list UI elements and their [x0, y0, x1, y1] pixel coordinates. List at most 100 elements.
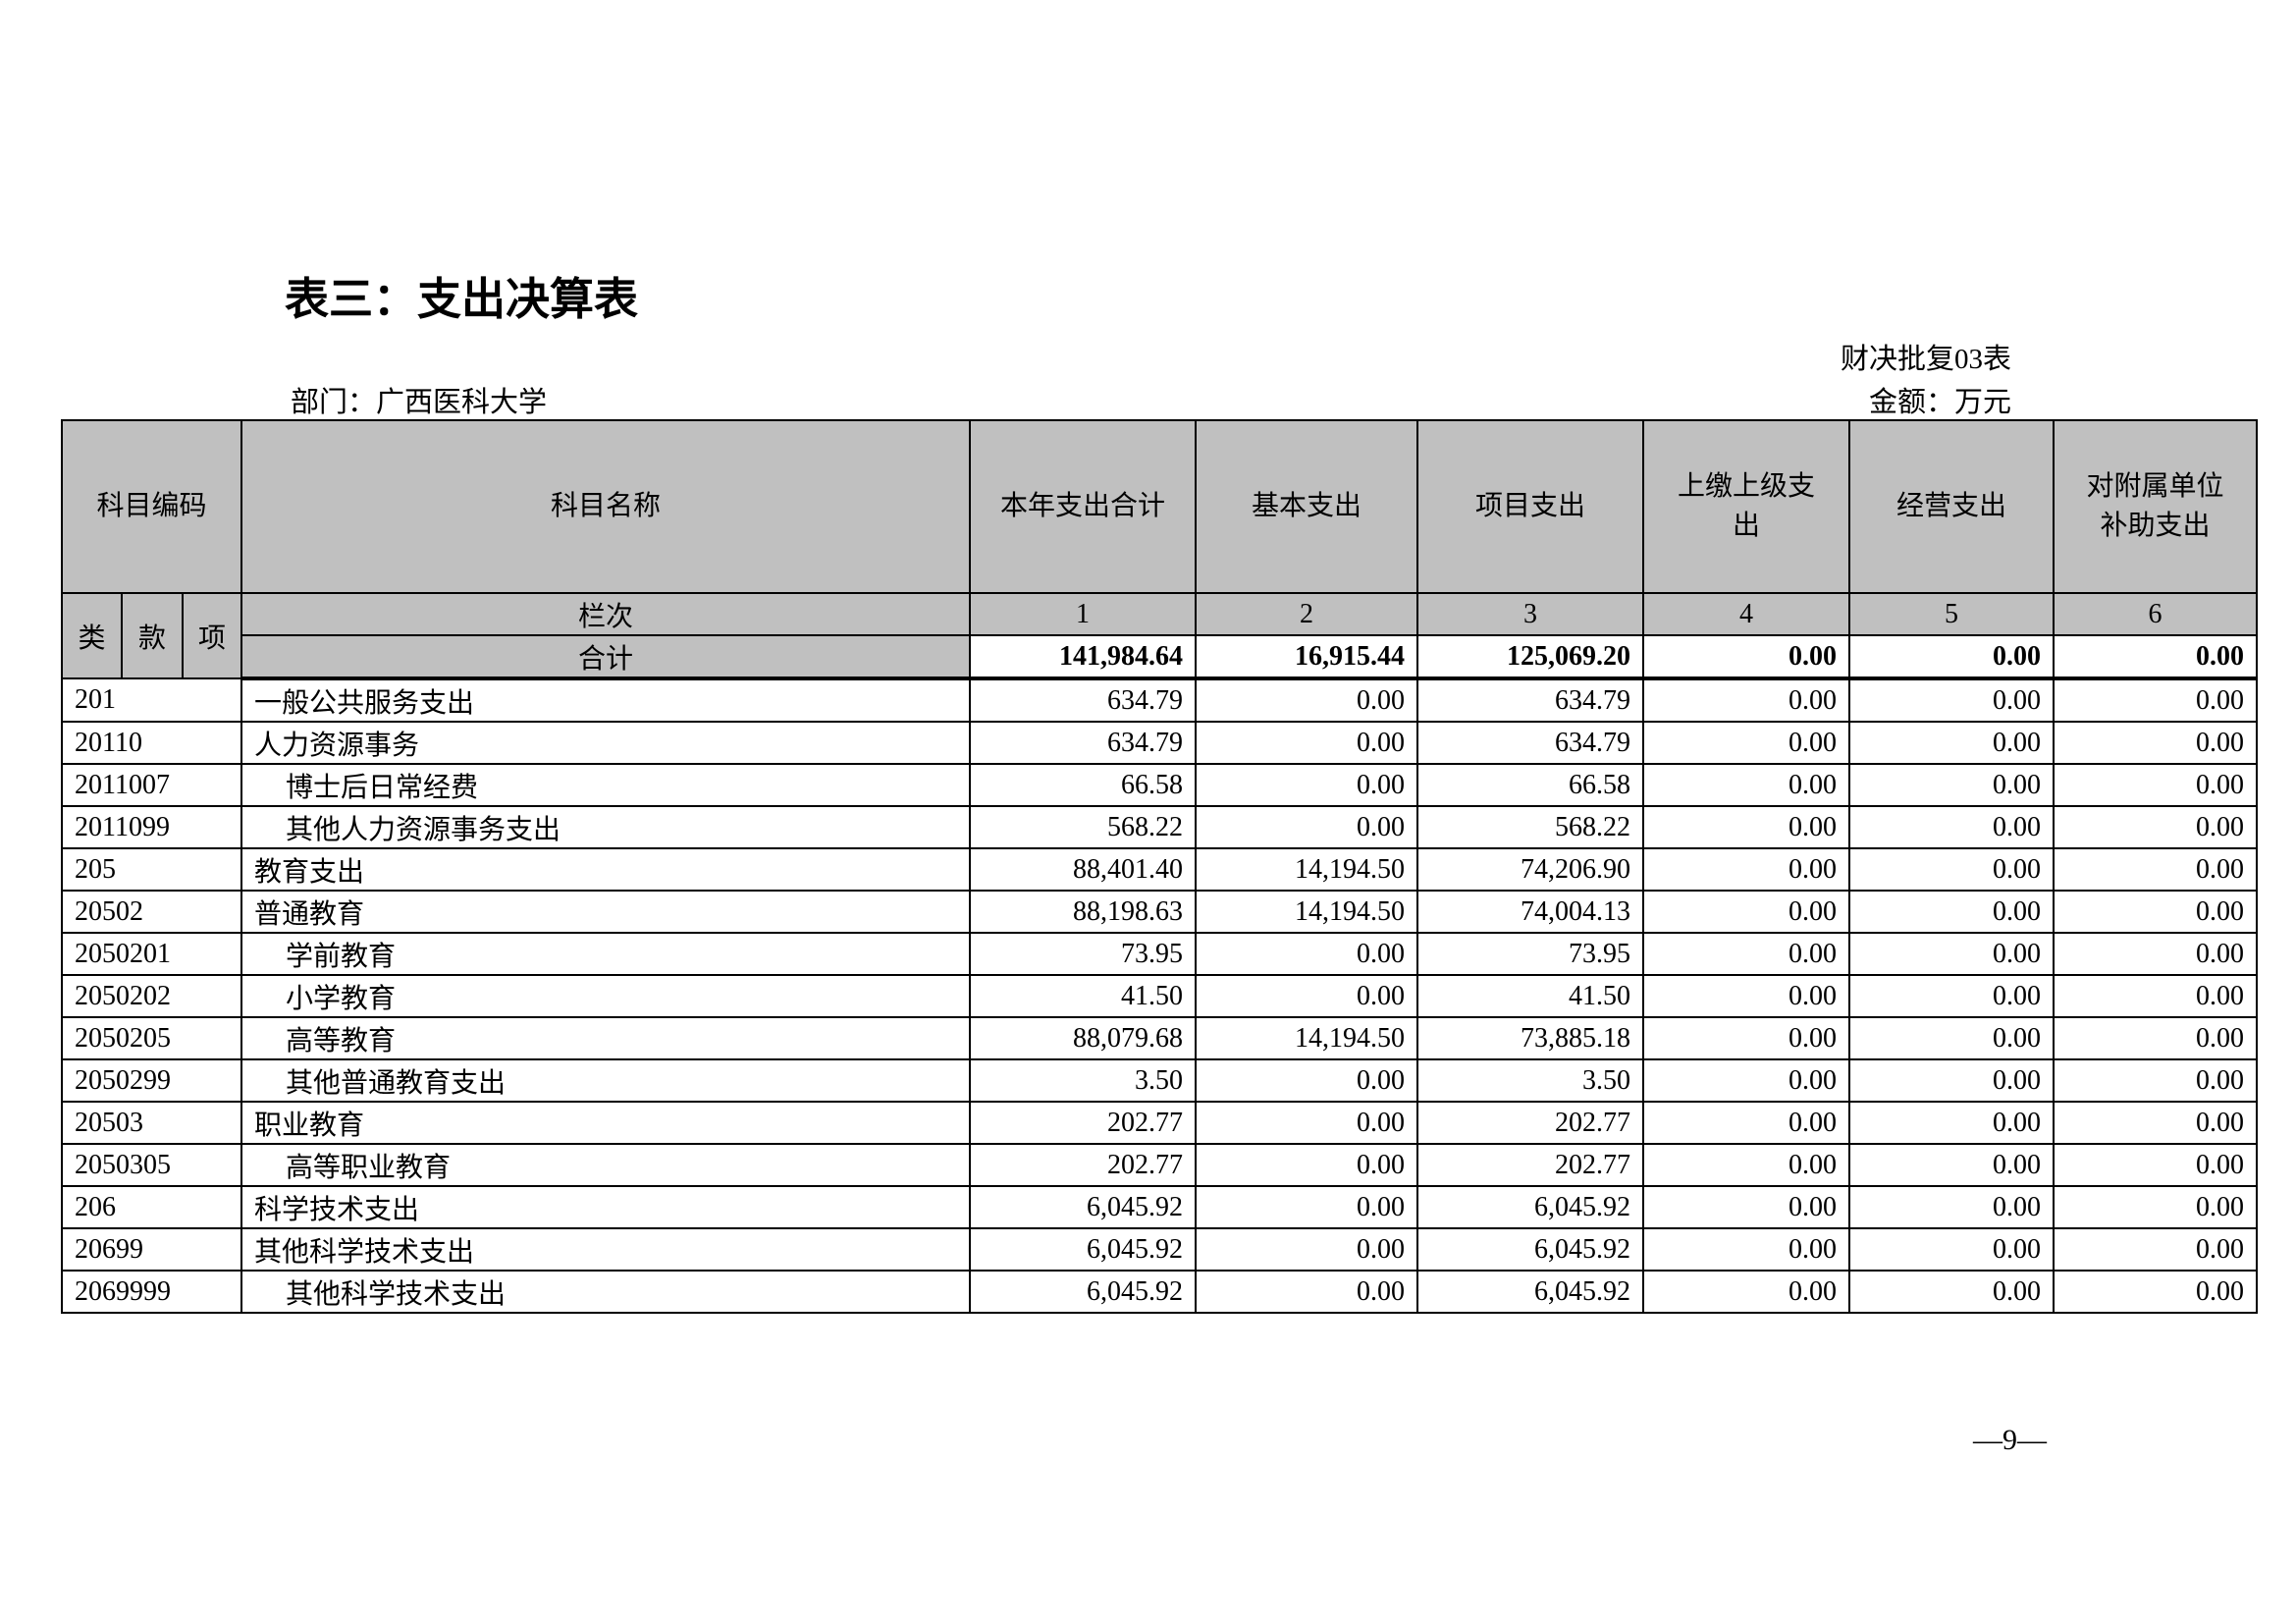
- amount-cell: 0.00: [2053, 763, 2259, 807]
- subject-code: 2050299: [60, 1058, 243, 1103]
- amount-cell: 73.95: [969, 932, 1198, 976]
- subject-code: 20699: [60, 1227, 243, 1272]
- sub-code-xiang: 项: [181, 592, 243, 679]
- column-number: 3: [1416, 592, 1645, 636]
- amount-cell: 74,004.13: [1416, 890, 1645, 934]
- column-number-row: 类 款 项 栏次 1 2 3 4 5 6: [61, 592, 2259, 679]
- amount-cell: 0.00: [1848, 1058, 2056, 1103]
- subject-name: 普通教育: [240, 890, 972, 934]
- amount-cell: 0.00: [2053, 721, 2259, 765]
- sub-code-kuan: 款: [121, 592, 184, 679]
- amount-cell: 0.00: [1195, 1185, 1419, 1229]
- amount-cell: 0.00: [2053, 1185, 2259, 1229]
- amount-cell: 0.00: [2053, 1058, 2259, 1103]
- amount-unit: 金额：万元: [1868, 387, 2011, 418]
- subject-name: 一般公共服务支出: [240, 677, 972, 723]
- subject-code: 2050305: [60, 1143, 243, 1187]
- subject-code: 205: [60, 847, 243, 892]
- table-row: 20502 普通教育 88,198.63 14,194.50 74,004.13 0.00…: [60, 890, 2259, 934]
- subject-name: 其他人力资源事务支出: [240, 805, 972, 849]
- amount-cell: 0.00: [1642, 1270, 1851, 1314]
- amount-cell: 14,194.50: [1195, 890, 1419, 934]
- table-row: 2050205 高等教育 88,079.68 14,194.50 73,885.18 0.…: [60, 1016, 2259, 1060]
- amount-cell: 0.00: [1195, 1101, 1419, 1145]
- subject-code: 20502: [60, 890, 243, 934]
- amount-cell: 0.00: [1848, 932, 2056, 976]
- amount-cell: 0.00: [1642, 1227, 1851, 1272]
- amount-cell: 88,079.68: [969, 1016, 1198, 1060]
- amount-cell: 202.77: [1416, 1143, 1645, 1187]
- header-col-6: 对附属单位补助支出: [2053, 419, 2259, 594]
- amount-cell: 0.00: [1642, 847, 1851, 892]
- amount-cell: 0.00: [2053, 974, 2259, 1018]
- amount-cell: 0.00: [1848, 1016, 2056, 1060]
- header-row: 科目编码 科目名称 本年支出合计 基本支出 项目支出 上缴上级支出 经营支出 对…: [60, 419, 2259, 594]
- total-row: 合计 141,984.64 16,915.44 125,069.20 0.00 …: [62, 634, 2259, 680]
- subject-code: 20110: [60, 721, 243, 765]
- subject-name: 其他普通教育支出: [240, 1058, 972, 1103]
- subject-name: 教育支出: [240, 847, 972, 892]
- amount-cell: 634.79: [969, 677, 1198, 723]
- subject-name: 其他科学技术支出: [240, 1270, 972, 1314]
- header-name: 科目名称: [240, 419, 972, 594]
- subject-name: 学前教育: [240, 932, 972, 976]
- amount-cell: 0.00: [1195, 1227, 1419, 1272]
- subject-code: 2050205: [60, 1016, 243, 1060]
- amount-cell: 0.00: [1848, 1270, 2056, 1314]
- column-number: 5: [1848, 592, 2056, 636]
- amount-cell: 0.00: [1642, 1101, 1851, 1145]
- sub-code-lei: 类: [61, 592, 123, 679]
- amount-cell: 0.00: [1195, 805, 1419, 849]
- amount-cell: 568.22: [969, 805, 1198, 849]
- amount-cell: 0.00: [2053, 847, 2259, 892]
- subject-code: 2011007: [60, 763, 243, 807]
- subject-name: 高等教育: [240, 1016, 972, 1060]
- amount-cell: 0.00: [1642, 677, 1851, 723]
- column-number: 2: [1195, 592, 1419, 636]
- total-value: 0.00: [1642, 634, 1851, 680]
- amount-cell: 0.00: [1642, 1143, 1851, 1187]
- amount-cell: 0.00: [1848, 1143, 2056, 1187]
- amount-cell: 14,194.50: [1195, 1016, 1419, 1060]
- amount-cell: 3.50: [1416, 1058, 1645, 1103]
- amount-cell: 0.00: [2053, 1016, 2259, 1060]
- subject-name: 高等职业教育: [240, 1143, 972, 1187]
- amount-cell: 0.00: [2053, 1270, 2259, 1314]
- header-col-4: 上缴上级支出: [1642, 419, 1851, 594]
- table-row: 2069999 其他科学技术支出 6,045.92 0.00 6,045.92 0.00 0…: [60, 1270, 2259, 1314]
- table-row: 2011007 博士后日常经费 66.58 0.00 66.58 0.00 0.00 0.00: [60, 763, 2259, 807]
- column-number: 1: [969, 592, 1198, 636]
- amount-cell: 0.00: [1642, 890, 1851, 934]
- amount-cell: 0.00: [1195, 721, 1419, 765]
- table-row: 2050202 小学教育 41.50 0.00 41.50 0.00 0.00 0.00: [60, 974, 2259, 1018]
- amount-cell: 0.00: [1848, 1185, 2056, 1229]
- amount-cell: 634.79: [1416, 721, 1645, 765]
- page-title: 表三：支出决算表: [285, 274, 639, 324]
- amount-cell: 0.00: [1848, 1227, 2056, 1272]
- table-row: 20110 人力资源事务 634.79 0.00 634.79 0.00 0.00 0.00: [60, 721, 2259, 765]
- header-col-3: 项目支出: [1416, 419, 1645, 594]
- amount-cell: 6,045.92: [1416, 1185, 1645, 1229]
- amount-cell: 0.00: [1195, 1143, 1419, 1187]
- amount-cell: 0.00: [1195, 1270, 1419, 1314]
- total-value: 16,915.44: [1195, 634, 1419, 680]
- amount-cell: 3.50: [969, 1058, 1198, 1103]
- amount-cell: 6,045.92: [969, 1185, 1198, 1229]
- subject-name: 人力资源事务: [240, 721, 972, 765]
- subject-name: 小学教育: [240, 974, 972, 1018]
- amount-cell: 634.79: [1416, 677, 1645, 723]
- subject-code: 20503: [60, 1101, 243, 1145]
- subject-name: 博士后日常经费: [240, 763, 972, 807]
- amount-cell: 66.58: [969, 763, 1198, 807]
- amount-cell: 0.00: [2053, 1227, 2259, 1272]
- amount-cell: 0.00: [2053, 932, 2259, 976]
- amount-cell: 0.00: [1848, 805, 2056, 849]
- amount-cell: 0.00: [1642, 1058, 1851, 1103]
- column-number: 4: [1642, 592, 1851, 636]
- amount-cell: 0.00: [1848, 847, 2056, 892]
- amount-cell: 0.00: [2053, 1143, 2259, 1187]
- subject-name: 其他科学技术支出: [240, 1227, 972, 1272]
- amount-cell: 0.00: [1848, 974, 2056, 1018]
- table-row: 205 教育支出 88,401.40 14,194.50 74,206.90 0.00 0.…: [60, 847, 2259, 892]
- column-number: 6: [2053, 592, 2259, 636]
